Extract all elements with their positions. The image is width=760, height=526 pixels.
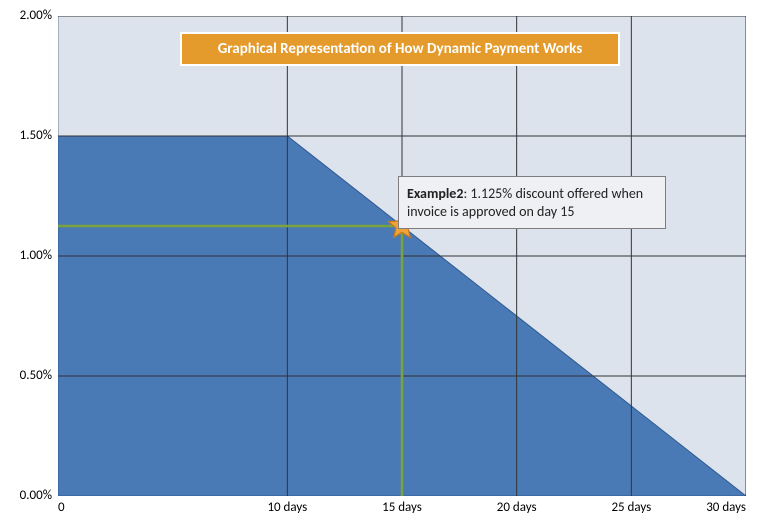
chart-svg: [58, 16, 746, 496]
y-tick-label: 0.00%: [20, 488, 52, 503]
y-tick-label: 0.50%: [20, 368, 52, 383]
x-tick-label: 30 days: [706, 500, 746, 515]
y-tick-label: 1.00%: [20, 248, 52, 263]
y-tick-label: 1.50%: [20, 128, 52, 143]
example-callout: Example2: 1.125% discount offered when i…: [398, 176, 666, 229]
plot-area: [58, 16, 746, 496]
chart-title: Graphical Representation of How Dynamic …: [180, 32, 620, 66]
x-tick-label: 20 days: [497, 500, 537, 515]
x-tick-label: 25 days: [611, 500, 651, 515]
x-tick-label: 0: [58, 500, 65, 515]
y-tick-label: 2.00%: [20, 8, 52, 23]
x-tick-label: 15 days: [382, 500, 422, 515]
callout-bold: Example2: [407, 185, 463, 202]
x-tick-label: 10 days: [267, 500, 307, 515]
